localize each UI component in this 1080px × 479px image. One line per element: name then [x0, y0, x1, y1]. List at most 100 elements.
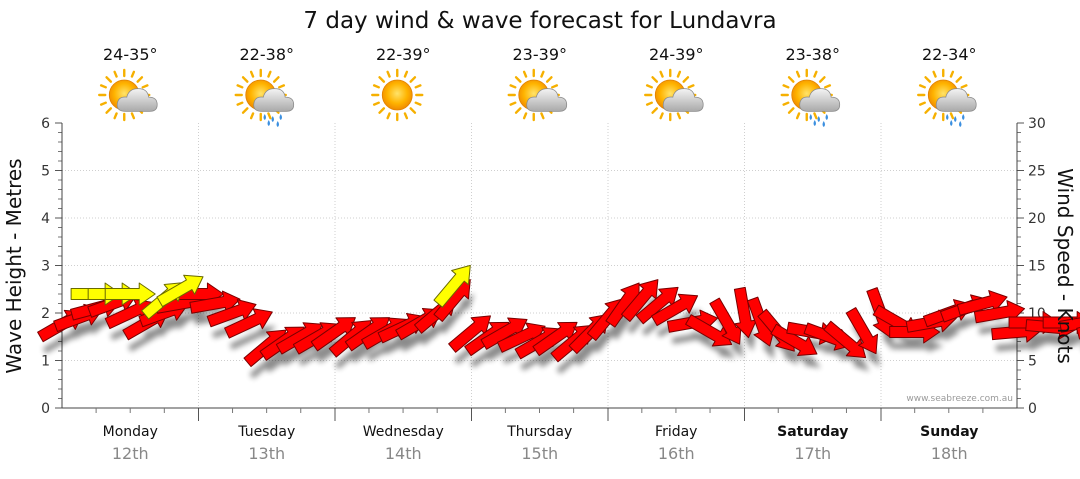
wind-arrow: [733, 286, 758, 339]
shower-icon: [780, 68, 841, 127]
wind-arrow: [310, 317, 356, 352]
temp-range-label: 22-34°: [922, 45, 977, 64]
y-tick-label: 5: [41, 164, 50, 180]
raindrop-icon: [825, 114, 828, 120]
temp-range-label: 22-39°: [376, 45, 431, 64]
raindrop-icon: [267, 120, 270, 126]
raindrop-icon: [822, 121, 825, 127]
date-label: 15th: [521, 444, 558, 463]
partly-cloudy-icon: [507, 68, 568, 122]
raindrop-icon: [263, 114, 266, 120]
wind-arrow: [685, 314, 733, 347]
date-label: 17th: [794, 444, 831, 463]
raindrop-icon: [271, 116, 274, 122]
raindrop-icon: [279, 114, 282, 120]
arrow-shadow: [1064, 328, 1080, 344]
y2-tick-label: 20: [1028, 211, 1046, 227]
axes-layer: 0123456051015202530Monday12thTuesday13th…: [41, 116, 1046, 463]
y2-axis-label: Wind Speed - Knots: [1053, 168, 1077, 364]
date-label: 12th: [112, 444, 149, 463]
raindrop-icon: [817, 116, 820, 122]
watermark-text: www.seabreeze.com.au: [906, 394, 1013, 404]
y2-tick-label: 5: [1028, 354, 1037, 370]
raindrop-icon: [809, 114, 812, 120]
wind-arrow: [605, 282, 640, 328]
raindrop-icon: [946, 114, 949, 120]
y-tick-label: 3: [41, 259, 50, 275]
temp-range-label: 24-35°: [103, 45, 158, 64]
day-label: Wednesday: [363, 424, 444, 440]
partly-cloudy-icon: [644, 68, 704, 122]
day-label: Thursday: [506, 424, 572, 440]
wind-arrow: [635, 286, 679, 325]
y2-tick-label: 25: [1028, 164, 1046, 180]
arrow-shadow: [160, 309, 210, 325]
date-label: 14th: [385, 444, 422, 463]
y-tick-label: 1: [41, 354, 50, 370]
arrow-shadow: [249, 344, 290, 379]
wind-arrow: [770, 323, 818, 357]
raindrop-icon: [959, 121, 962, 127]
date-label: 13th: [248, 444, 285, 463]
wind-arrow: [709, 297, 742, 345]
date-label: 18th: [931, 444, 968, 463]
day-label: Friday: [655, 424, 697, 440]
raindrop-icon: [813, 120, 816, 126]
temp-range-label: 23-39°: [513, 45, 568, 64]
raindrop-icon: [962, 114, 965, 120]
arrow-shadow: [593, 312, 628, 353]
wind-arrow: [189, 290, 241, 314]
arrow-shadow: [439, 293, 475, 334]
temp-range-label: 23-38°: [786, 45, 841, 64]
y-tick-label: 0: [41, 401, 50, 417]
raindrop-icon: [950, 120, 953, 126]
y-tick-label: 2: [41, 306, 50, 322]
y-tick-label: 6: [41, 116, 50, 132]
y-tick-label: 4: [41, 211, 50, 227]
gust-arrow: [104, 282, 156, 306]
wind-arrow: [651, 293, 699, 327]
sunny-icon: [371, 68, 424, 122]
sun-icon: [371, 68, 424, 122]
temp-range-label: 24-39°: [649, 45, 704, 64]
day-label: Monday: [103, 424, 158, 440]
shower-icon: [917, 68, 977, 127]
grid-layer: [62, 123, 1017, 408]
day-label: Tuesday: [237, 424, 295, 440]
arrow-shadow: [229, 325, 277, 350]
wind-arrow: [448, 315, 491, 353]
wind-arrow: [480, 317, 528, 350]
partly-cloudy-icon: [98, 68, 158, 122]
day-label: Sunday: [920, 424, 978, 440]
y2-tick-label: 0: [1028, 401, 1037, 417]
day-label: Saturday: [777, 424, 848, 440]
date-label: 16th: [658, 444, 695, 463]
wind-arrow: [1059, 309, 1080, 333]
y2-tick-label: 15: [1028, 259, 1046, 275]
weather-icons-layer: 24-35° 22-38° 22-39° 23-39° 24-39° 23-38° 22-3…: [98, 45, 977, 127]
gust-arrows-layer: [70, 264, 471, 320]
wind-arrow: [206, 299, 257, 328]
y2-tick-label: 30: [1028, 116, 1046, 132]
wind-arrow: [621, 279, 659, 322]
wind-arrow: [845, 307, 879, 355]
raindrop-icon: [954, 116, 957, 122]
arrow-shadow: [556, 339, 597, 374]
arrow-shadow: [298, 338, 344, 366]
chart-title: 7 day wind & wave forecast for Lundavra: [303, 8, 776, 34]
raindrop-icon: [276, 121, 279, 127]
wind-arrows-layer: [37, 279, 1080, 368]
arrow-shadow: [520, 343, 566, 371]
y-axis-label: Wave Height - Metres: [2, 158, 26, 373]
gust-arrow: [156, 274, 204, 308]
wind-arrow: [224, 308, 273, 339]
gust-arrow: [433, 264, 471, 308]
arrow-shadow: [893, 339, 944, 353]
arrow-shadow: [143, 318, 192, 339]
wind-arrow: [823, 320, 867, 359]
temp-range-label: 22-38°: [240, 45, 295, 64]
shower-icon: [234, 68, 295, 127]
wind-arrow: [532, 321, 578, 357]
